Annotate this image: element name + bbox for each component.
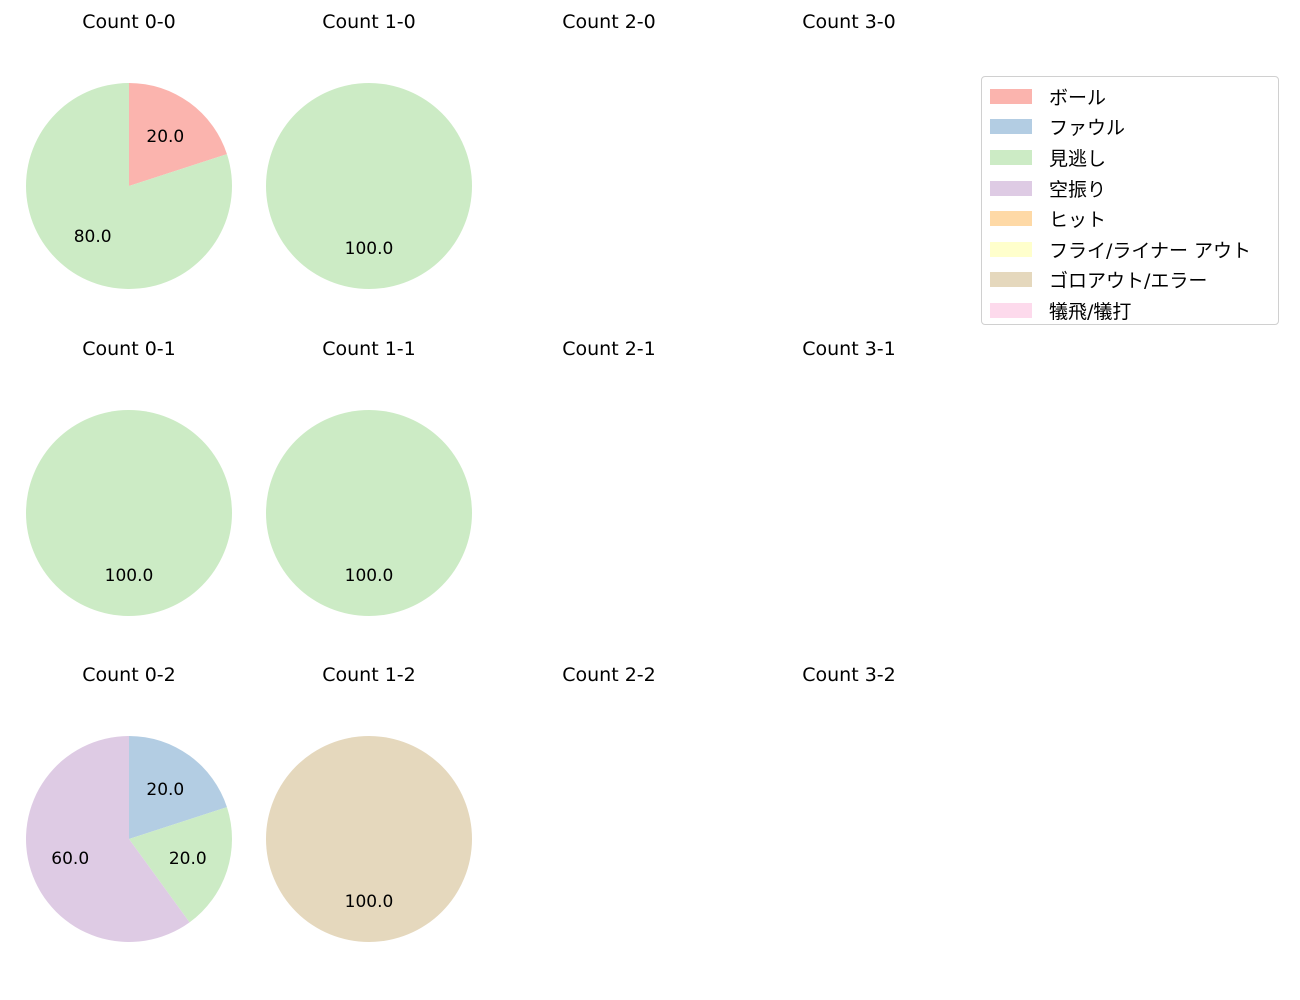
- slice-percent-label: 20.0: [169, 849, 207, 869]
- pie-panel: Count 0-1 100.0: [26, 338, 232, 616]
- pie-panel: Count 2-2: [562, 664, 656, 686]
- slice-percent-label: 100.0: [345, 566, 394, 586]
- slice-percent-label: 60.0: [51, 849, 89, 869]
- pie-title: Count 3-1: [802, 338, 896, 360]
- pie-title: Count 2-2: [562, 664, 656, 686]
- legend-swatch: [990, 180, 1032, 196]
- pie-title: Count 2-1: [562, 338, 656, 360]
- pie-panel: Count 0-2 20.0 20.0 60.0: [25, 664, 232, 942]
- pie-panel: Count 3-2: [802, 664, 896, 686]
- slice-percent-label: 80.0: [74, 227, 112, 247]
- pie-slice: [26, 410, 232, 616]
- legend-swatch: [990, 272, 1032, 288]
- legend-swatch: [990, 119, 1032, 135]
- pie-title: Count 3-0: [802, 11, 896, 33]
- legend-label: ファウル: [1049, 117, 1126, 140]
- legend-swatch: [990, 149, 1032, 165]
- legend-label: ゴロアウト/エラー: [1049, 270, 1208, 293]
- legend-item-fly-liner-out: フライ/ライナー アウト: [990, 234, 1278, 265]
- slice-percent-label: 20.0: [146, 127, 184, 147]
- pie-title: Count 1-0: [322, 11, 416, 33]
- legend-item-called-strike: 見逃し: [990, 142, 1278, 173]
- legend-item-sacrifice: 犠飛/犠打: [990, 295, 1278, 326]
- pie-panel: Count 1-1 100.0: [266, 338, 472, 616]
- pie-panel: Count 3-0: [802, 11, 896, 33]
- slice-percent-label: 20.0: [146, 780, 184, 800]
- pie-slice: [129, 736, 227, 839]
- pie-panel: Count 0-0 20.0 80.0: [25, 11, 233, 289]
- pie-slice: [266, 83, 472, 289]
- pie-title: Count 0-2: [82, 664, 176, 686]
- pie-title: Count 3-2: [802, 664, 896, 686]
- pie-slice: [129, 83, 227, 186]
- pie-title: Count 1-2: [322, 664, 416, 686]
- legend-label: ヒット: [1049, 209, 1107, 232]
- pie-title: Count 2-0: [562, 11, 656, 33]
- legend-item-ground-out-error: ゴロアウト/エラー: [990, 265, 1278, 296]
- pie-panel: Count 1-2 100.0: [266, 664, 472, 942]
- legend-item-ball: ボール: [990, 81, 1278, 112]
- legend-item-hit: ヒット: [990, 203, 1278, 234]
- legend-swatch: [990, 211, 1032, 227]
- legend-label: 空振り: [1049, 178, 1107, 201]
- pie-title: Count 0-1: [82, 338, 176, 360]
- pie-slice: [266, 410, 472, 616]
- pie-slice: [129, 807, 232, 923]
- pie-slice: [25, 83, 233, 289]
- slice-percent-label: 100.0: [105, 566, 154, 586]
- pie-slice: [266, 736, 472, 942]
- pie-panel: Count 3-1: [802, 338, 896, 360]
- pie-panel: Count 1-0 100.0: [266, 11, 472, 289]
- pie-title: Count 0-0: [82, 11, 176, 33]
- chart-legend: ボール ファウル 見逃し 空振り ヒット フライ/ライナー アウト ゴロアウト/…: [981, 76, 1279, 325]
- pie-slice: [25, 736, 190, 942]
- legend-label: ボール: [1049, 86, 1107, 109]
- legend-item-swinging-strike: 空振り: [990, 173, 1278, 204]
- legend-label: 犠飛/犠打: [1049, 300, 1132, 323]
- legend-swatch: [990, 302, 1032, 318]
- pie-panel: Count 2-0: [562, 11, 656, 33]
- pie-title: Count 1-1: [322, 338, 416, 360]
- pie-panel: Count 2-1: [562, 338, 656, 360]
- legend-swatch: [990, 88, 1032, 104]
- legend-item-foul: ファウル: [990, 112, 1278, 143]
- slice-percent-label: 100.0: [345, 892, 394, 912]
- legend-label: 見逃し: [1049, 147, 1107, 170]
- slice-percent-label: 100.0: [345, 239, 394, 259]
- legend-label: フライ/ライナー アウト: [1049, 239, 1252, 262]
- legend-swatch: [990, 241, 1032, 257]
